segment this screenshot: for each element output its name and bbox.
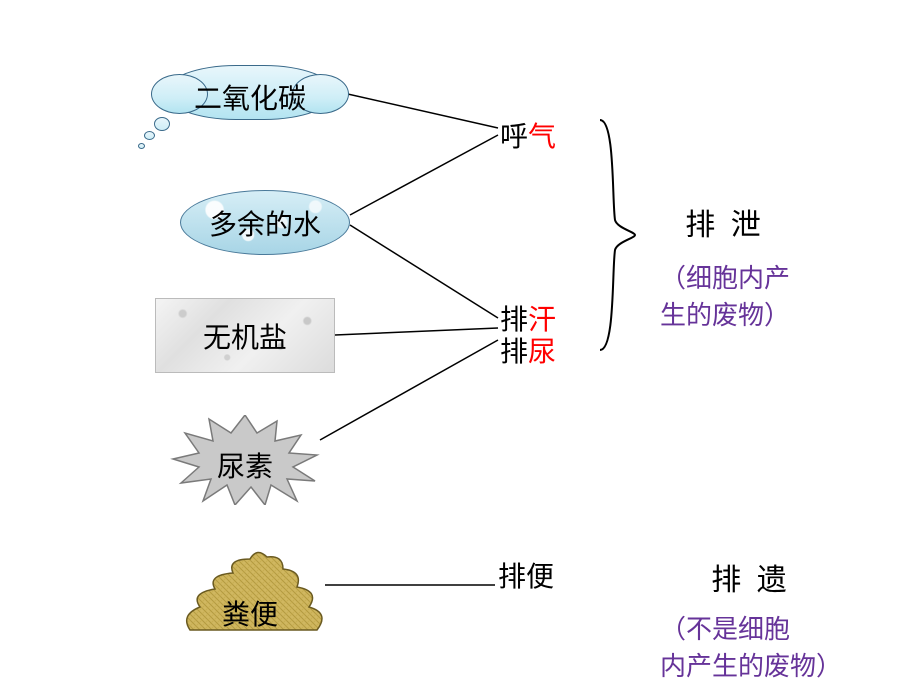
right-egestion-note1: （不是细胞 [660, 609, 842, 646]
right-excretion-note1: （细胞内产 [660, 258, 790, 295]
right-egestion-title: 排 遗 [660, 555, 842, 599]
right-excretion-title: 排 泄 [660, 200, 790, 244]
node-co2-label: 二氧化碳 [160, 77, 340, 117]
right-egestion-note2: 内产生的废物） [660, 646, 842, 683]
right-excretion-note2: 生的废物） [660, 295, 790, 332]
mid-breath: 呼气 [500, 115, 556, 155]
node-urea-label: 尿素 [165, 445, 325, 485]
node-salt-label: 无机盐 [203, 316, 287, 356]
mid-urine: 排尿 [500, 330, 556, 370]
right-egestion: 排 遗 （不是细胞 内产生的废物） [660, 555, 842, 683]
right-excretion: 排 泄 （细胞内产 生的废物） [660, 200, 790, 332]
mid-urine-prefix: 排 [500, 337, 528, 368]
mid-urine-hl: 尿 [528, 337, 556, 368]
mid-breath-hl: 气 [528, 122, 556, 153]
node-feces: 粪便 [175, 545, 325, 630]
node-feces-label: 粪便 [175, 593, 325, 633]
node-urea: 尿素 [165, 415, 325, 505]
mid-defecate: 排便 [498, 555, 554, 595]
node-salt: 无机盐 [155, 298, 335, 373]
mid-breath-prefix: 呼 [500, 122, 528, 153]
node-co2: 二氧化碳 [160, 65, 340, 125]
node-water-label: 多余的水 [209, 203, 321, 243]
node-water: 多余的水 [180, 190, 350, 255]
